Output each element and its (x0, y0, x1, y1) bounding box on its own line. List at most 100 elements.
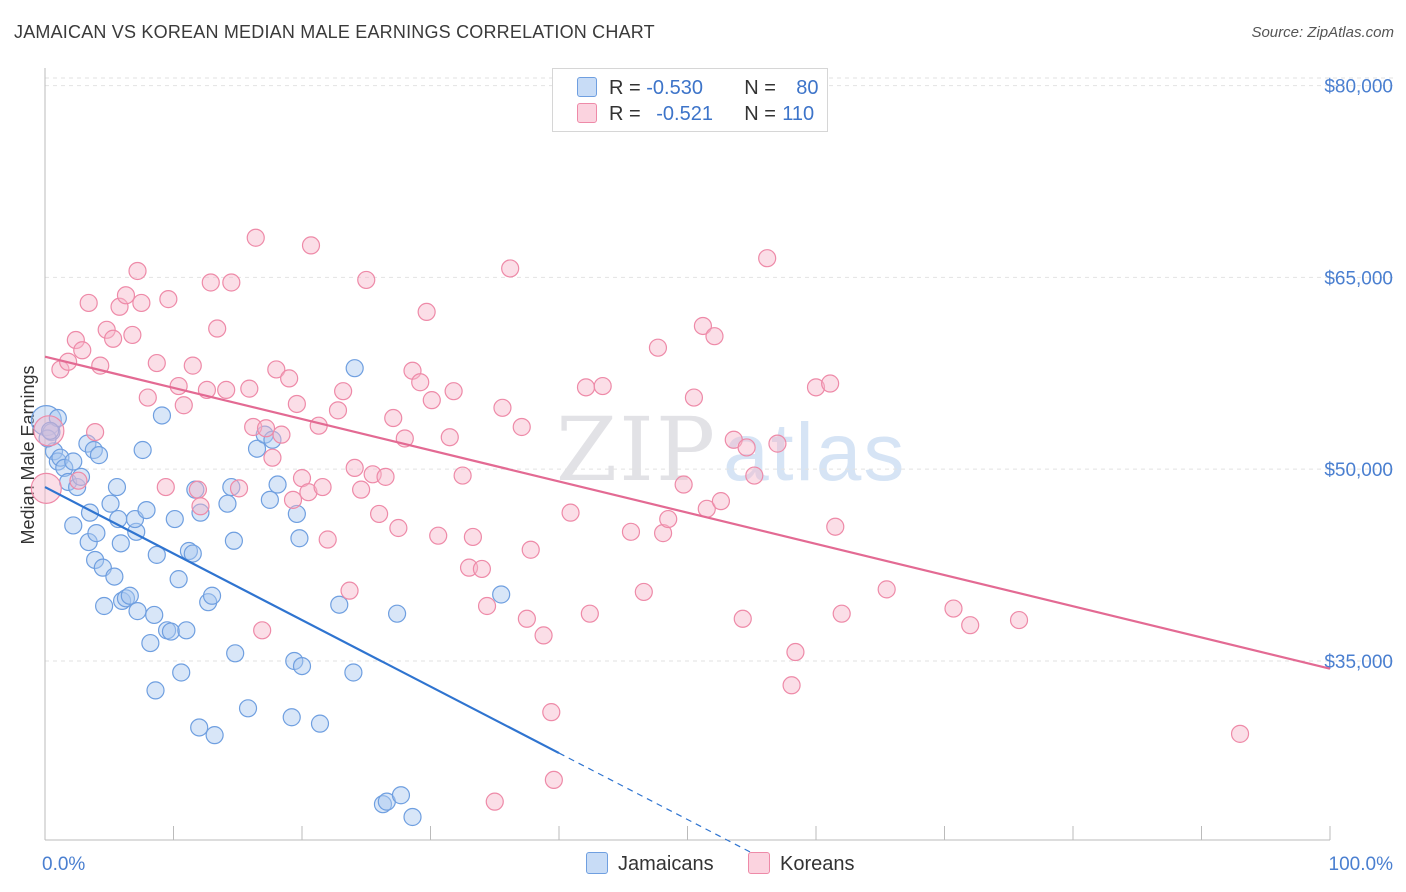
korean-point (493, 398, 512, 417)
korean-point (758, 249, 777, 268)
jamaican-point (152, 406, 172, 425)
korean-point (208, 319, 227, 338)
legend-r-value: -0.521 (656, 103, 713, 125)
korean-point (272, 425, 291, 444)
jamaican-trend-line (44, 486, 560, 755)
korean-point (299, 483, 318, 502)
watermark-zip: ZIP (556, 398, 718, 501)
bottom-legend-jamaicans: Jamaicans (586, 852, 714, 876)
jamaican-point (55, 458, 74, 478)
korean-point (944, 599, 963, 618)
x-tick-label-max: 100.0% (1329, 854, 1394, 875)
korean-point (737, 438, 756, 457)
jamaican-point (165, 509, 184, 529)
korean-point (73, 341, 92, 360)
jamaican-point (224, 531, 243, 550)
korean-point (501, 259, 520, 278)
jamaican-point (247, 439, 267, 458)
jamaican-point (226, 644, 245, 663)
korean-point (376, 467, 395, 486)
jamaican-point (146, 681, 165, 700)
jamaican-point (64, 452, 83, 471)
korean-point (561, 503, 580, 522)
korean-point (201, 273, 220, 292)
jamaican-point (120, 586, 139, 605)
jamaican-point (268, 475, 287, 494)
legend-n-label: N = (744, 77, 776, 99)
korean-point (287, 394, 306, 414)
jamaican-point (161, 622, 181, 641)
jamaican-point (310, 714, 330, 733)
korean-point (229, 479, 249, 498)
korean-point (263, 448, 282, 467)
korean-point (188, 480, 208, 499)
korean-point (693, 316, 713, 336)
legend-r-value: -0.530 (646, 77, 703, 99)
korean-point (222, 273, 241, 292)
jamaican-trend-extension (558, 752, 753, 854)
jamaican-point (183, 544, 202, 563)
bottom-legend-swatch-koreans (748, 852, 770, 874)
jamaican-point (177, 621, 196, 640)
jamaican-point (101, 494, 120, 513)
korean-point (512, 417, 531, 437)
jamaican-point (222, 477, 241, 497)
korean-point (517, 609, 536, 628)
korean-point (544, 770, 563, 790)
korean-point (705, 327, 724, 346)
korean-point (444, 382, 463, 401)
legend-n-value: 80 (796, 77, 819, 99)
bottom-legend-label: Koreans (780, 853, 855, 875)
jamaican-point (87, 524, 106, 543)
korean-point (534, 626, 553, 645)
korean-point (183, 356, 202, 375)
watermark: ZIPatlas (556, 398, 906, 501)
legend-row-jamaicans: R = -0.530 N = 80 (577, 76, 819, 100)
korean-point (280, 369, 299, 388)
jamaican-point (330, 595, 349, 614)
jamaican-point (287, 504, 306, 524)
y-tick-label: $65,000 (1324, 268, 1393, 289)
korean-point (334, 382, 353, 401)
korean-point (86, 422, 105, 442)
korean-point (156, 477, 175, 497)
korean-point (711, 492, 731, 511)
jamaican-point (492, 585, 511, 604)
korean-point (472, 559, 491, 579)
korean-point (674, 475, 693, 494)
jamaican-point (260, 490, 279, 509)
korean-point (104, 329, 123, 348)
korean-point (745, 466, 764, 485)
x-tick-label-min: 0.0% (42, 854, 85, 875)
korean-point (240, 379, 259, 398)
korean-point (832, 604, 851, 623)
korean-point (357, 270, 376, 290)
jamaican-point (41, 421, 60, 440)
korean-point (782, 676, 801, 695)
korean-point (116, 286, 136, 305)
jamaican-point (345, 359, 364, 378)
y-axis-title: Median Male Earnings (18, 365, 38, 544)
chart-title: JAMAICAN VS KOREAN MEDIAN MALE EARNINGS … (14, 22, 655, 42)
legend-swatch-jamaicans (577, 77, 597, 97)
jamaican-point (105, 567, 124, 586)
korean-point (422, 391, 441, 410)
jamaican-point (391, 786, 411, 805)
jamaican-point (111, 534, 130, 553)
korean-point (253, 621, 272, 640)
jamaican-point (191, 503, 210, 522)
legend-row-koreans: R = -0.521 N = 110 (577, 102, 814, 126)
korean-point (246, 228, 265, 247)
jamaican-point (86, 550, 105, 570)
korean-point (634, 582, 653, 602)
korean-point (301, 236, 321, 255)
korean-point (123, 325, 142, 345)
jamaican-point (202, 586, 222, 605)
korean-point (1009, 610, 1029, 630)
jamaican-point (292, 656, 312, 676)
korean-point (576, 378, 596, 397)
legend-r-label: R = (609, 103, 647, 125)
korean-point (33, 415, 65, 447)
jamaican-point (30, 404, 62, 437)
